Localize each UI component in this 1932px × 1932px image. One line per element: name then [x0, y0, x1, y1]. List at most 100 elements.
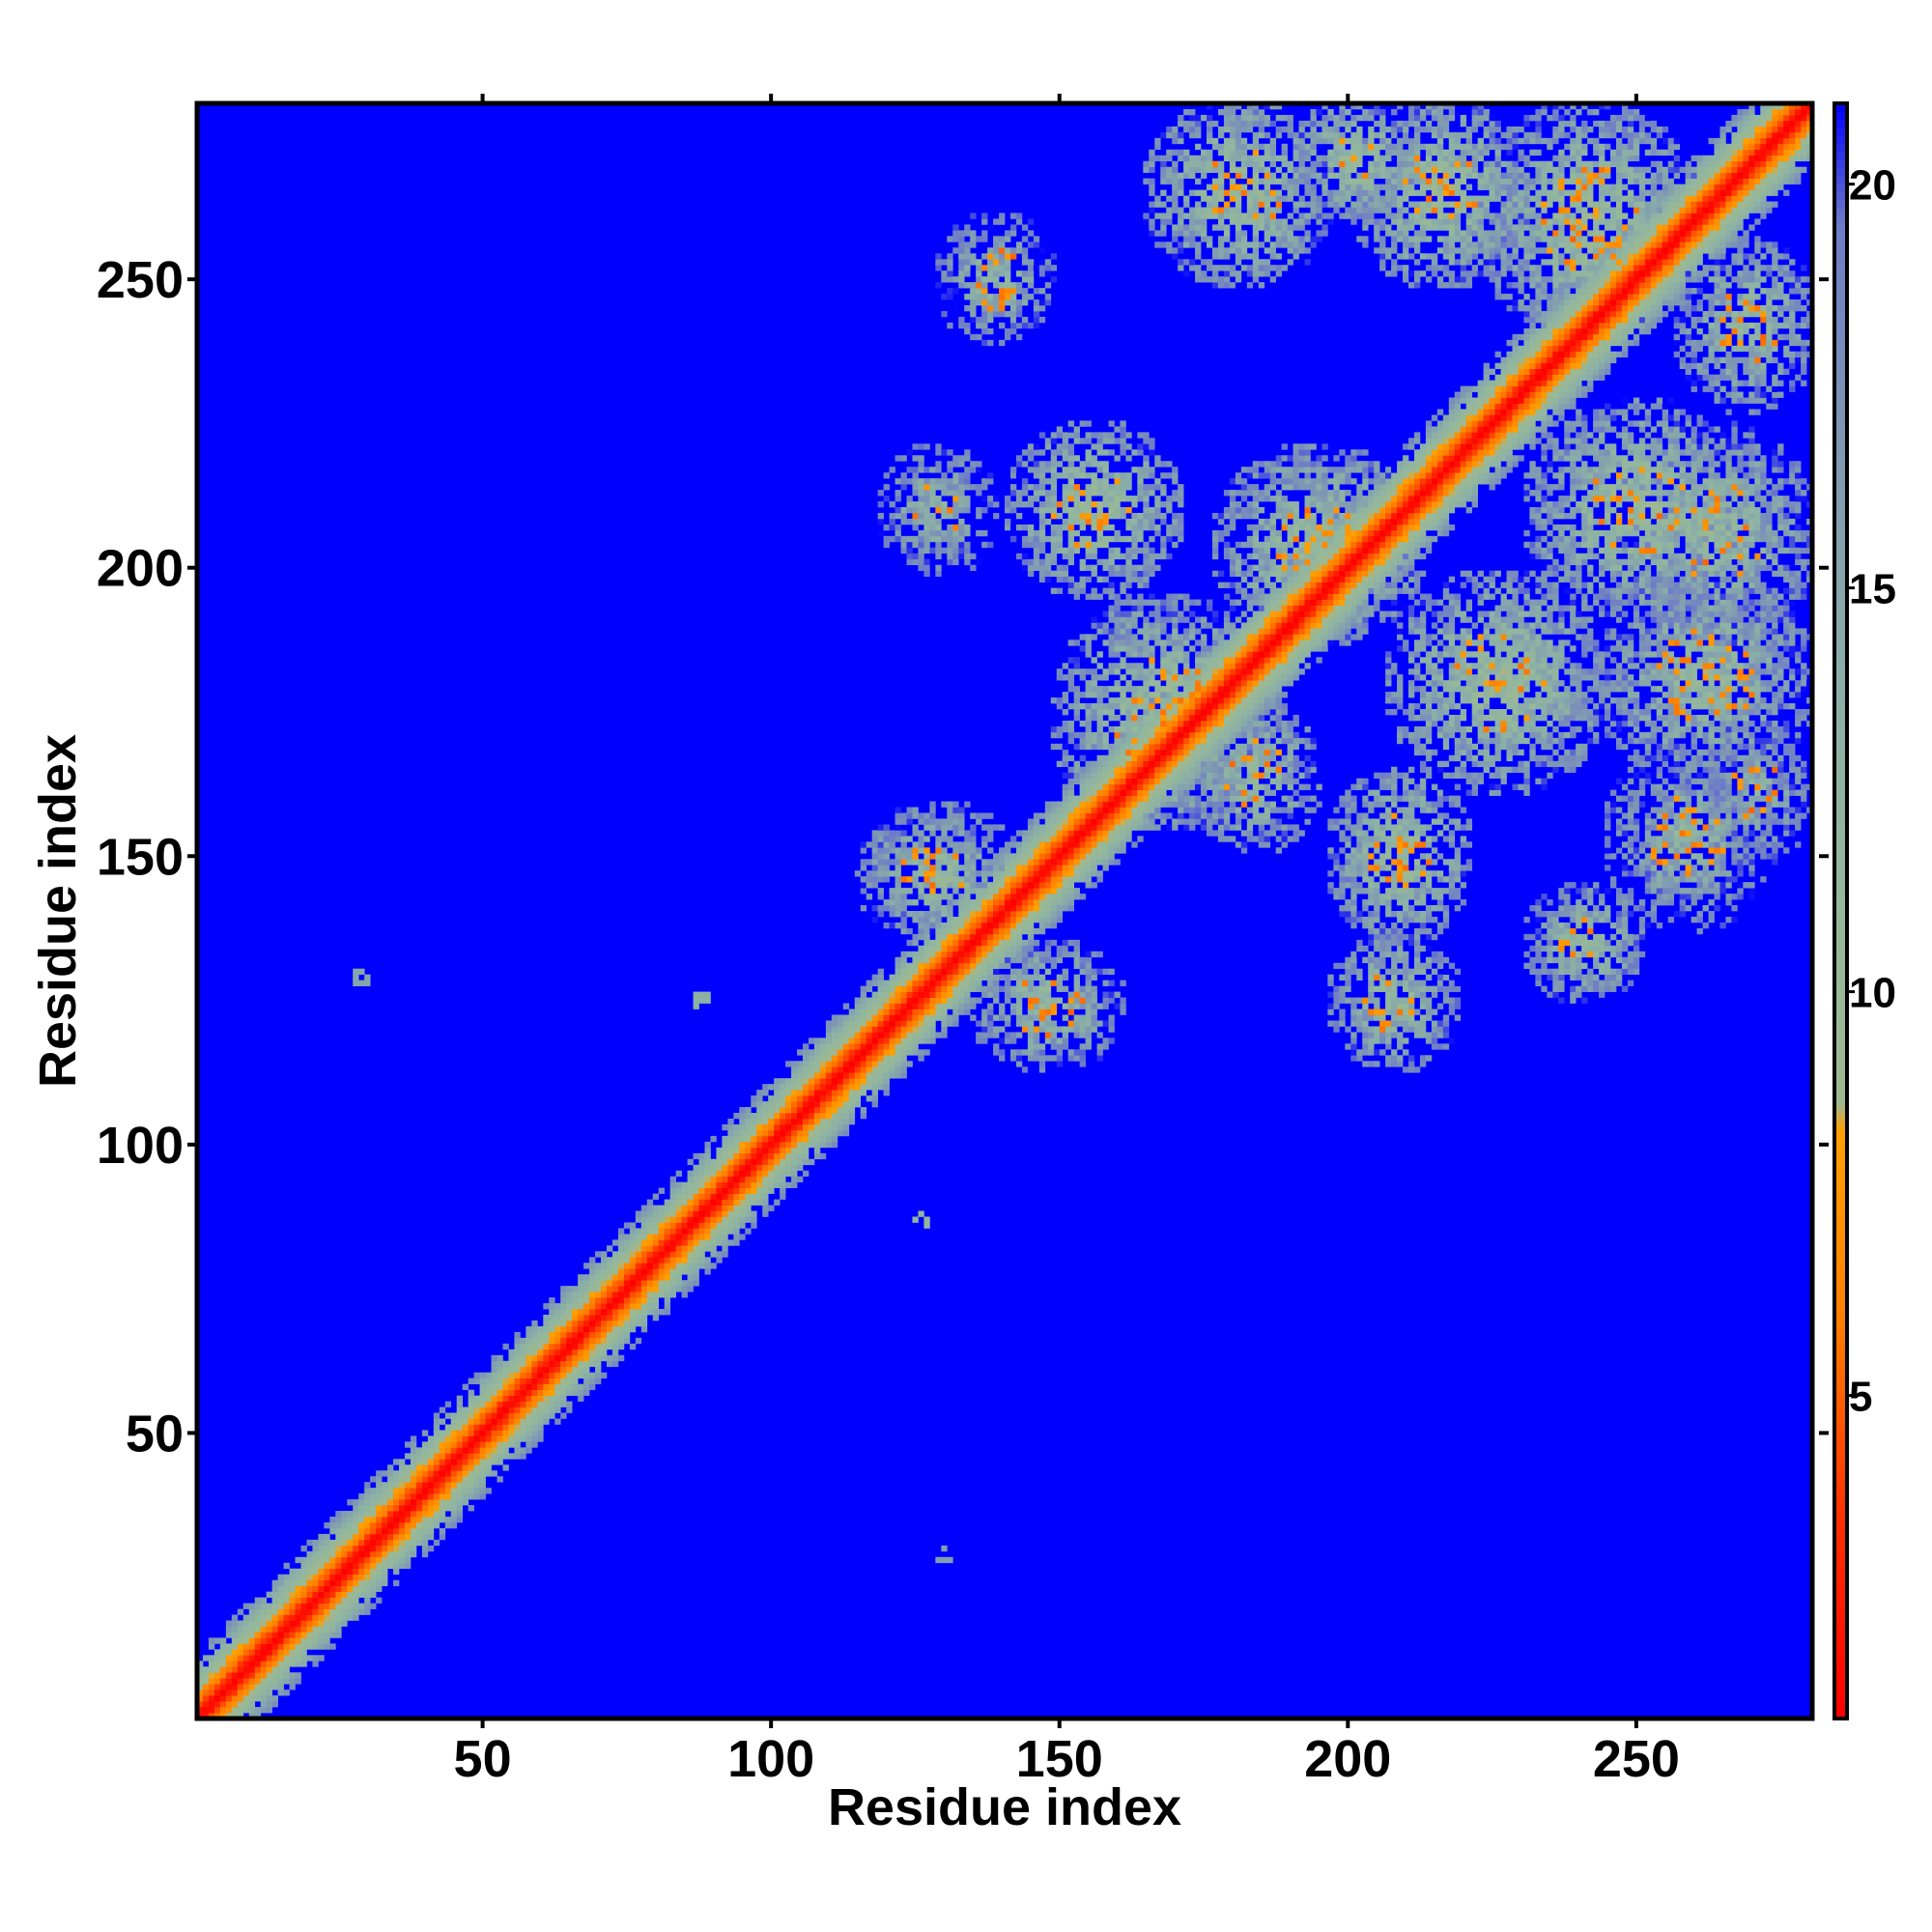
heatmap-cell [912, 501, 919, 508]
heatmap-cell [1038, 956, 1046, 964]
heatmap-cell [906, 888, 913, 895]
heatmap-cell [1102, 824, 1109, 831]
heatmap-cell [993, 882, 1000, 889]
heatmap-cell [1091, 501, 1097, 508]
heatmap-cell [918, 558, 924, 566]
heatmap-cell [1079, 737, 1086, 745]
heatmap-cell [819, 1072, 827, 1079]
heatmap-cell [1131, 674, 1138, 681]
heatmap-cell [1050, 1055, 1058, 1062]
heatmap-cell [1038, 472, 1046, 479]
heatmap-cell [1131, 529, 1138, 537]
heatmap-cell [756, 1193, 763, 1200]
heatmap-cell [976, 985, 982, 992]
heatmap-cell [283, 1666, 290, 1673]
heatmap-cell [906, 899, 913, 906]
heatmap-cell [1085, 651, 1092, 658]
heatmap-cell [554, 1378, 561, 1385]
heatmap-cell [1079, 876, 1086, 883]
heatmap-cell [1044, 259, 1052, 266]
heatmap-cell [526, 1372, 532, 1379]
heatmap-cell [889, 899, 895, 906]
heatmap-cell [589, 1309, 596, 1316]
heatmap-cell [266, 1620, 272, 1627]
heatmap-cell [1021, 991, 1029, 998]
heatmap-cell [947, 962, 953, 970]
heatmap-cell [762, 1084, 769, 1091]
heatmap-cell [1091, 789, 1097, 796]
heatmap-cell [1015, 218, 1023, 225]
heatmap-cell [733, 1239, 740, 1246]
heatmap-cell [295, 1574, 301, 1581]
heatmap-cell [295, 1655, 301, 1662]
heatmap-cell [935, 1556, 942, 1564]
heatmap-cell [675, 1222, 682, 1229]
heatmap-cell [681, 1187, 688, 1194]
heatmap-cell [439, 1527, 446, 1535]
heatmap-cell [987, 951, 994, 958]
heatmap-cell [462, 1418, 469, 1425]
heatmap-cell [935, 876, 942, 883]
heatmap-cell [1027, 294, 1035, 300]
heatmap-cell [1085, 564, 1092, 572]
heatmap-cell [923, 956, 930, 964]
heatmap-cell [254, 1713, 262, 1719]
heatmap-cell [999, 951, 1006, 958]
heatmap-cell [1131, 720, 1138, 727]
heatmap-cell [970, 294, 977, 300]
heatmap-cell [526, 1441, 532, 1448]
heatmap-cell [819, 1084, 827, 1091]
heatmap-cell [450, 1453, 458, 1460]
heatmap-cell [866, 1084, 873, 1091]
heatmap-cell [1050, 830, 1058, 837]
heatmap-cell [1038, 888, 1046, 895]
heatmap-cell [1120, 657, 1126, 664]
heatmap-cell [248, 1649, 256, 1656]
heatmap-cell [895, 894, 901, 900]
heatmap-cell [468, 1493, 474, 1500]
heatmap-cell [941, 501, 948, 508]
heatmap-cell [410, 1527, 417, 1535]
heatmap-cell [578, 1331, 584, 1339]
heatmap-cell [508, 1441, 515, 1448]
heatmap-cell [1067, 553, 1075, 560]
heatmap-cell [1125, 772, 1132, 780]
heatmap-cell [1131, 812, 1138, 819]
heatmap-cell [906, 980, 913, 986]
heatmap-cell [606, 1292, 613, 1298]
heatmap-cell [675, 1239, 682, 1246]
heatmap-cell [958, 876, 965, 883]
heatmap-cell [306, 1585, 313, 1592]
heatmap-cell [716, 1152, 723, 1160]
heatmap-cell [1079, 870, 1086, 877]
heatmap-cell [1009, 305, 1017, 312]
heatmap-cell [883, 876, 890, 883]
heatmap-cell [1062, 945, 1069, 952]
heatmap-cell [1005, 507, 1011, 514]
heatmap-cell [421, 1511, 429, 1518]
heatmap-cell [866, 997, 873, 1004]
heatmap-cell [819, 1090, 827, 1096]
heatmap-cell [704, 1228, 711, 1235]
heatmap-cell [640, 1280, 648, 1287]
heatmap-cell [1085, 847, 1092, 854]
heatmap-cell [1131, 841, 1138, 848]
heatmap-cell [1131, 725, 1138, 733]
heatmap-cell [197, 1684, 204, 1690]
heatmap-cell [427, 1470, 435, 1477]
heatmap-cell [1038, 507, 1046, 514]
heatmap-cell [1120, 749, 1126, 756]
heatmap-cell [283, 1632, 290, 1638]
heatmap-cell [1073, 731, 1080, 739]
heatmap-cell [1009, 327, 1017, 335]
heatmap-cell [1085, 709, 1092, 716]
heatmap-cell [877, 1043, 884, 1050]
heatmap-cell [497, 1354, 503, 1362]
heatmap-cell [404, 1556, 412, 1564]
heatmap-cell [918, 512, 924, 520]
heatmap-cell [358, 1574, 365, 1581]
heatmap-cell [981, 859, 988, 866]
heatmap-cell [358, 1511, 365, 1518]
heatmap-cell [554, 1418, 561, 1425]
heatmap-cell [785, 1095, 792, 1102]
